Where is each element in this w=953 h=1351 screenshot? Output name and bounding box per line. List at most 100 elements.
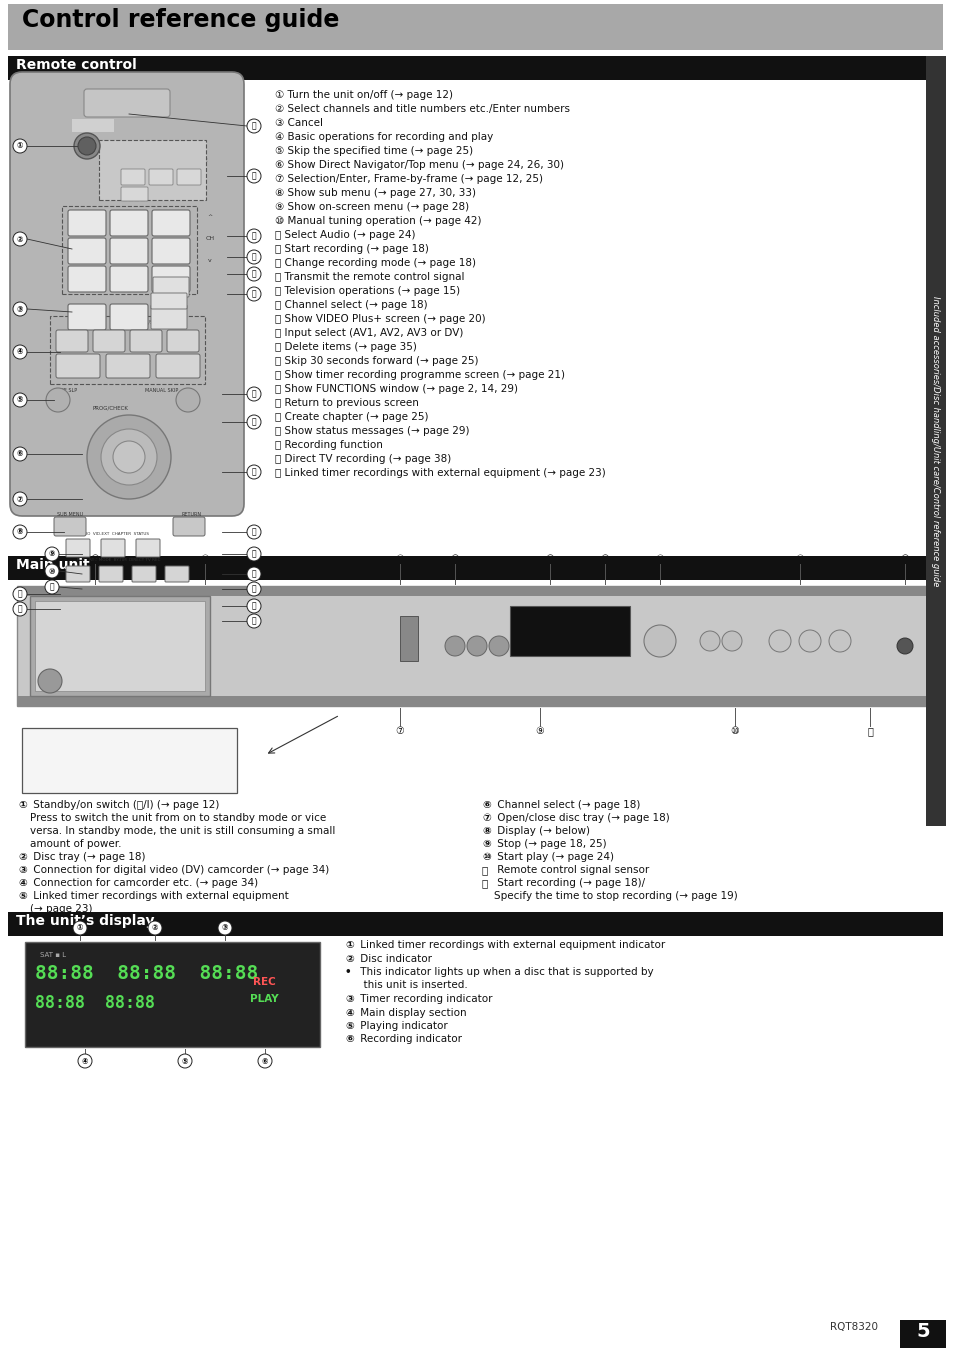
FancyBboxPatch shape <box>151 305 187 330</box>
FancyBboxPatch shape <box>172 517 205 536</box>
Text: Disc indicator: Disc indicator <box>356 954 432 963</box>
Text: ③ Cancel: ③ Cancel <box>274 118 323 128</box>
FancyBboxPatch shape <box>152 209 190 236</box>
Text: ⑪: ⑪ <box>481 865 488 875</box>
Text: SAT ▪ L: SAT ▪ L <box>40 952 66 958</box>
Text: ⑲: ⑲ <box>252 289 256 299</box>
Text: 3: 3 <box>167 215 175 228</box>
Text: ⑥: ⑥ <box>345 1035 354 1044</box>
Text: v: v <box>208 258 212 263</box>
FancyBboxPatch shape <box>110 266 148 292</box>
Text: ⑬: ⑬ <box>18 604 22 613</box>
Text: This indicator lights up when a disc that is supported by: This indicator lights up when a disc tha… <box>356 967 653 977</box>
Text: ③: ③ <box>395 554 404 563</box>
Text: Connection for digital video (DV) camcorder (→ page 34): Connection for digital video (DV) camcor… <box>30 865 329 875</box>
Text: ◄◄: ◄◄ <box>140 332 152 338</box>
Text: VIDEO
Plus+: VIDEO Plus+ <box>163 280 178 290</box>
FancyBboxPatch shape <box>136 539 160 557</box>
Text: Start play (→ page 24): Start play (→ page 24) <box>494 852 614 862</box>
Text: ⑤: ⑤ <box>17 396 23 404</box>
Text: ④ Basic operations for recording and play: ④ Basic operations for recording and pla… <box>274 132 493 142</box>
FancyBboxPatch shape <box>68 304 106 330</box>
Text: Disc tray (→ page 18): Disc tray (→ page 18) <box>30 852 146 862</box>
FancyBboxPatch shape <box>110 304 148 330</box>
Circle shape <box>721 631 741 651</box>
Text: REC   REC MODE  BY-TIM  DIRECT TV REC: REC REC MODE BY-TIM DIRECT TV REC <box>77 558 160 562</box>
Text: ①: ① <box>91 554 99 563</box>
Text: ⑨: ⑨ <box>49 550 55 558</box>
FancyBboxPatch shape <box>99 566 123 582</box>
Bar <box>17 586 936 596</box>
Text: ►►: ►► <box>104 332 114 338</box>
Text: 9: 9 <box>167 272 175 284</box>
Text: ⑴ Show timer recording programme screen (→ page 21): ⑴ Show timer recording programme screen … <box>274 370 564 380</box>
Text: MANUAL SKIP: MANUAL SKIP <box>145 388 178 393</box>
Bar <box>8 1079 892 1340</box>
Circle shape <box>247 267 261 281</box>
Text: AUDIO  VID-EXT  CHAPTER  STATUS: AUDIO VID-EXT CHAPTER STATUS <box>77 532 149 536</box>
Text: ③: ③ <box>18 865 27 875</box>
Text: (→ page 23): (→ page 23) <box>30 904 92 915</box>
Text: Control reference guide: Control reference guide <box>22 8 339 32</box>
Text: Included accessories/Disc handling/Unit care/Control reference guide: Included accessories/Disc handling/Unit … <box>930 296 940 586</box>
Circle shape <box>444 636 464 657</box>
FancyBboxPatch shape <box>152 277 189 297</box>
Text: ⑲ Delete items (→ page 35): ⑲ Delete items (→ page 35) <box>274 342 416 353</box>
Circle shape <box>112 440 145 473</box>
Text: ⑤: ⑤ <box>18 892 27 901</box>
Text: ②: ② <box>200 554 209 563</box>
Text: ⑨ Show on-screen menu (→ page 28): ⑨ Show on-screen menu (→ page 28) <box>274 203 469 212</box>
Text: ⑨: ⑨ <box>481 839 490 848</box>
Text: ⑤: ⑤ <box>345 1021 354 1031</box>
Text: with your finger.: with your finger. <box>30 763 110 773</box>
Bar <box>17 696 936 707</box>
Bar <box>22 728 236 793</box>
Text: 7: 7 <box>83 272 91 284</box>
Text: C: C <box>144 540 152 550</box>
Text: ⑥: ⑥ <box>600 554 609 563</box>
Text: ⑧ Show sub menu (→ page 27, 30, 33): ⑧ Show sub menu (→ page 27, 30, 33) <box>274 188 476 199</box>
Circle shape <box>247 613 261 628</box>
Text: ⑦: ⑦ <box>481 813 490 823</box>
Text: ▼: ▼ <box>126 422 132 427</box>
Text: ⑦ Selection/Enter, Frame-by-frame (→ page 12, 25): ⑦ Selection/Enter, Frame-by-frame (→ pag… <box>274 174 542 184</box>
FancyBboxPatch shape <box>130 330 162 353</box>
Text: ③: ③ <box>345 994 354 1004</box>
FancyBboxPatch shape <box>92 330 125 353</box>
Text: ⑥ Show Direct Navigator/Top menu (→ page 24, 26, 30): ⑥ Show Direct Navigator/Top menu (→ page… <box>274 159 563 170</box>
Text: 5: 5 <box>915 1323 929 1342</box>
Text: Open/close disc tray (→ page 18): Open/close disc tray (→ page 18) <box>494 813 669 823</box>
Text: ⏸
PAUSE: ⏸ PAUSE <box>120 357 135 367</box>
Text: ⑵ Show FUNCTIONS window (→ page 2, 14, 29): ⑵ Show FUNCTIONS window (→ page 2, 14, 2… <box>274 384 517 394</box>
Text: ㉖: ㉖ <box>252 585 256 593</box>
Text: DELETE: DELETE <box>161 286 176 290</box>
Circle shape <box>45 547 59 561</box>
Text: ⑶ Return to previous screen: ⑶ Return to previous screen <box>274 399 418 408</box>
FancyBboxPatch shape <box>110 209 148 236</box>
Circle shape <box>247 465 261 480</box>
Text: Remote control signal sensor: Remote control signal sensor <box>494 865 649 875</box>
Text: ⑯ Channel select (→ page 18): ⑯ Channel select (→ page 18) <box>274 300 427 309</box>
Text: B: B <box>110 540 116 550</box>
Text: AV: AV <box>131 188 137 193</box>
Circle shape <box>247 598 261 613</box>
FancyBboxPatch shape <box>167 330 199 353</box>
Text: ⑸ Show status messages (→ page 29): ⑸ Show status messages (→ page 29) <box>274 426 469 436</box>
FancyBboxPatch shape <box>66 539 90 557</box>
Text: ㉗: ㉗ <box>252 601 256 611</box>
Text: ⑦: ⑦ <box>17 494 23 504</box>
Circle shape <box>828 630 850 653</box>
Text: ①: ① <box>17 142 23 150</box>
Text: ⑱ Input select (AV1, AV2, AV3 or DV): ⑱ Input select (AV1, AV2, AV3 or DV) <box>274 328 463 338</box>
Bar <box>8 4 942 50</box>
Text: v: v <box>187 172 191 177</box>
Text: ⑬ Change recording mode (→ page 18): ⑬ Change recording mode (→ page 18) <box>274 258 476 267</box>
Text: TV: TV <box>147 146 157 155</box>
Text: ①: ① <box>345 940 354 950</box>
Text: CH: CH <box>157 172 165 177</box>
Circle shape <box>247 250 261 263</box>
Circle shape <box>148 921 162 935</box>
Bar <box>35 601 205 690</box>
Circle shape <box>178 1054 192 1069</box>
Circle shape <box>87 415 171 499</box>
